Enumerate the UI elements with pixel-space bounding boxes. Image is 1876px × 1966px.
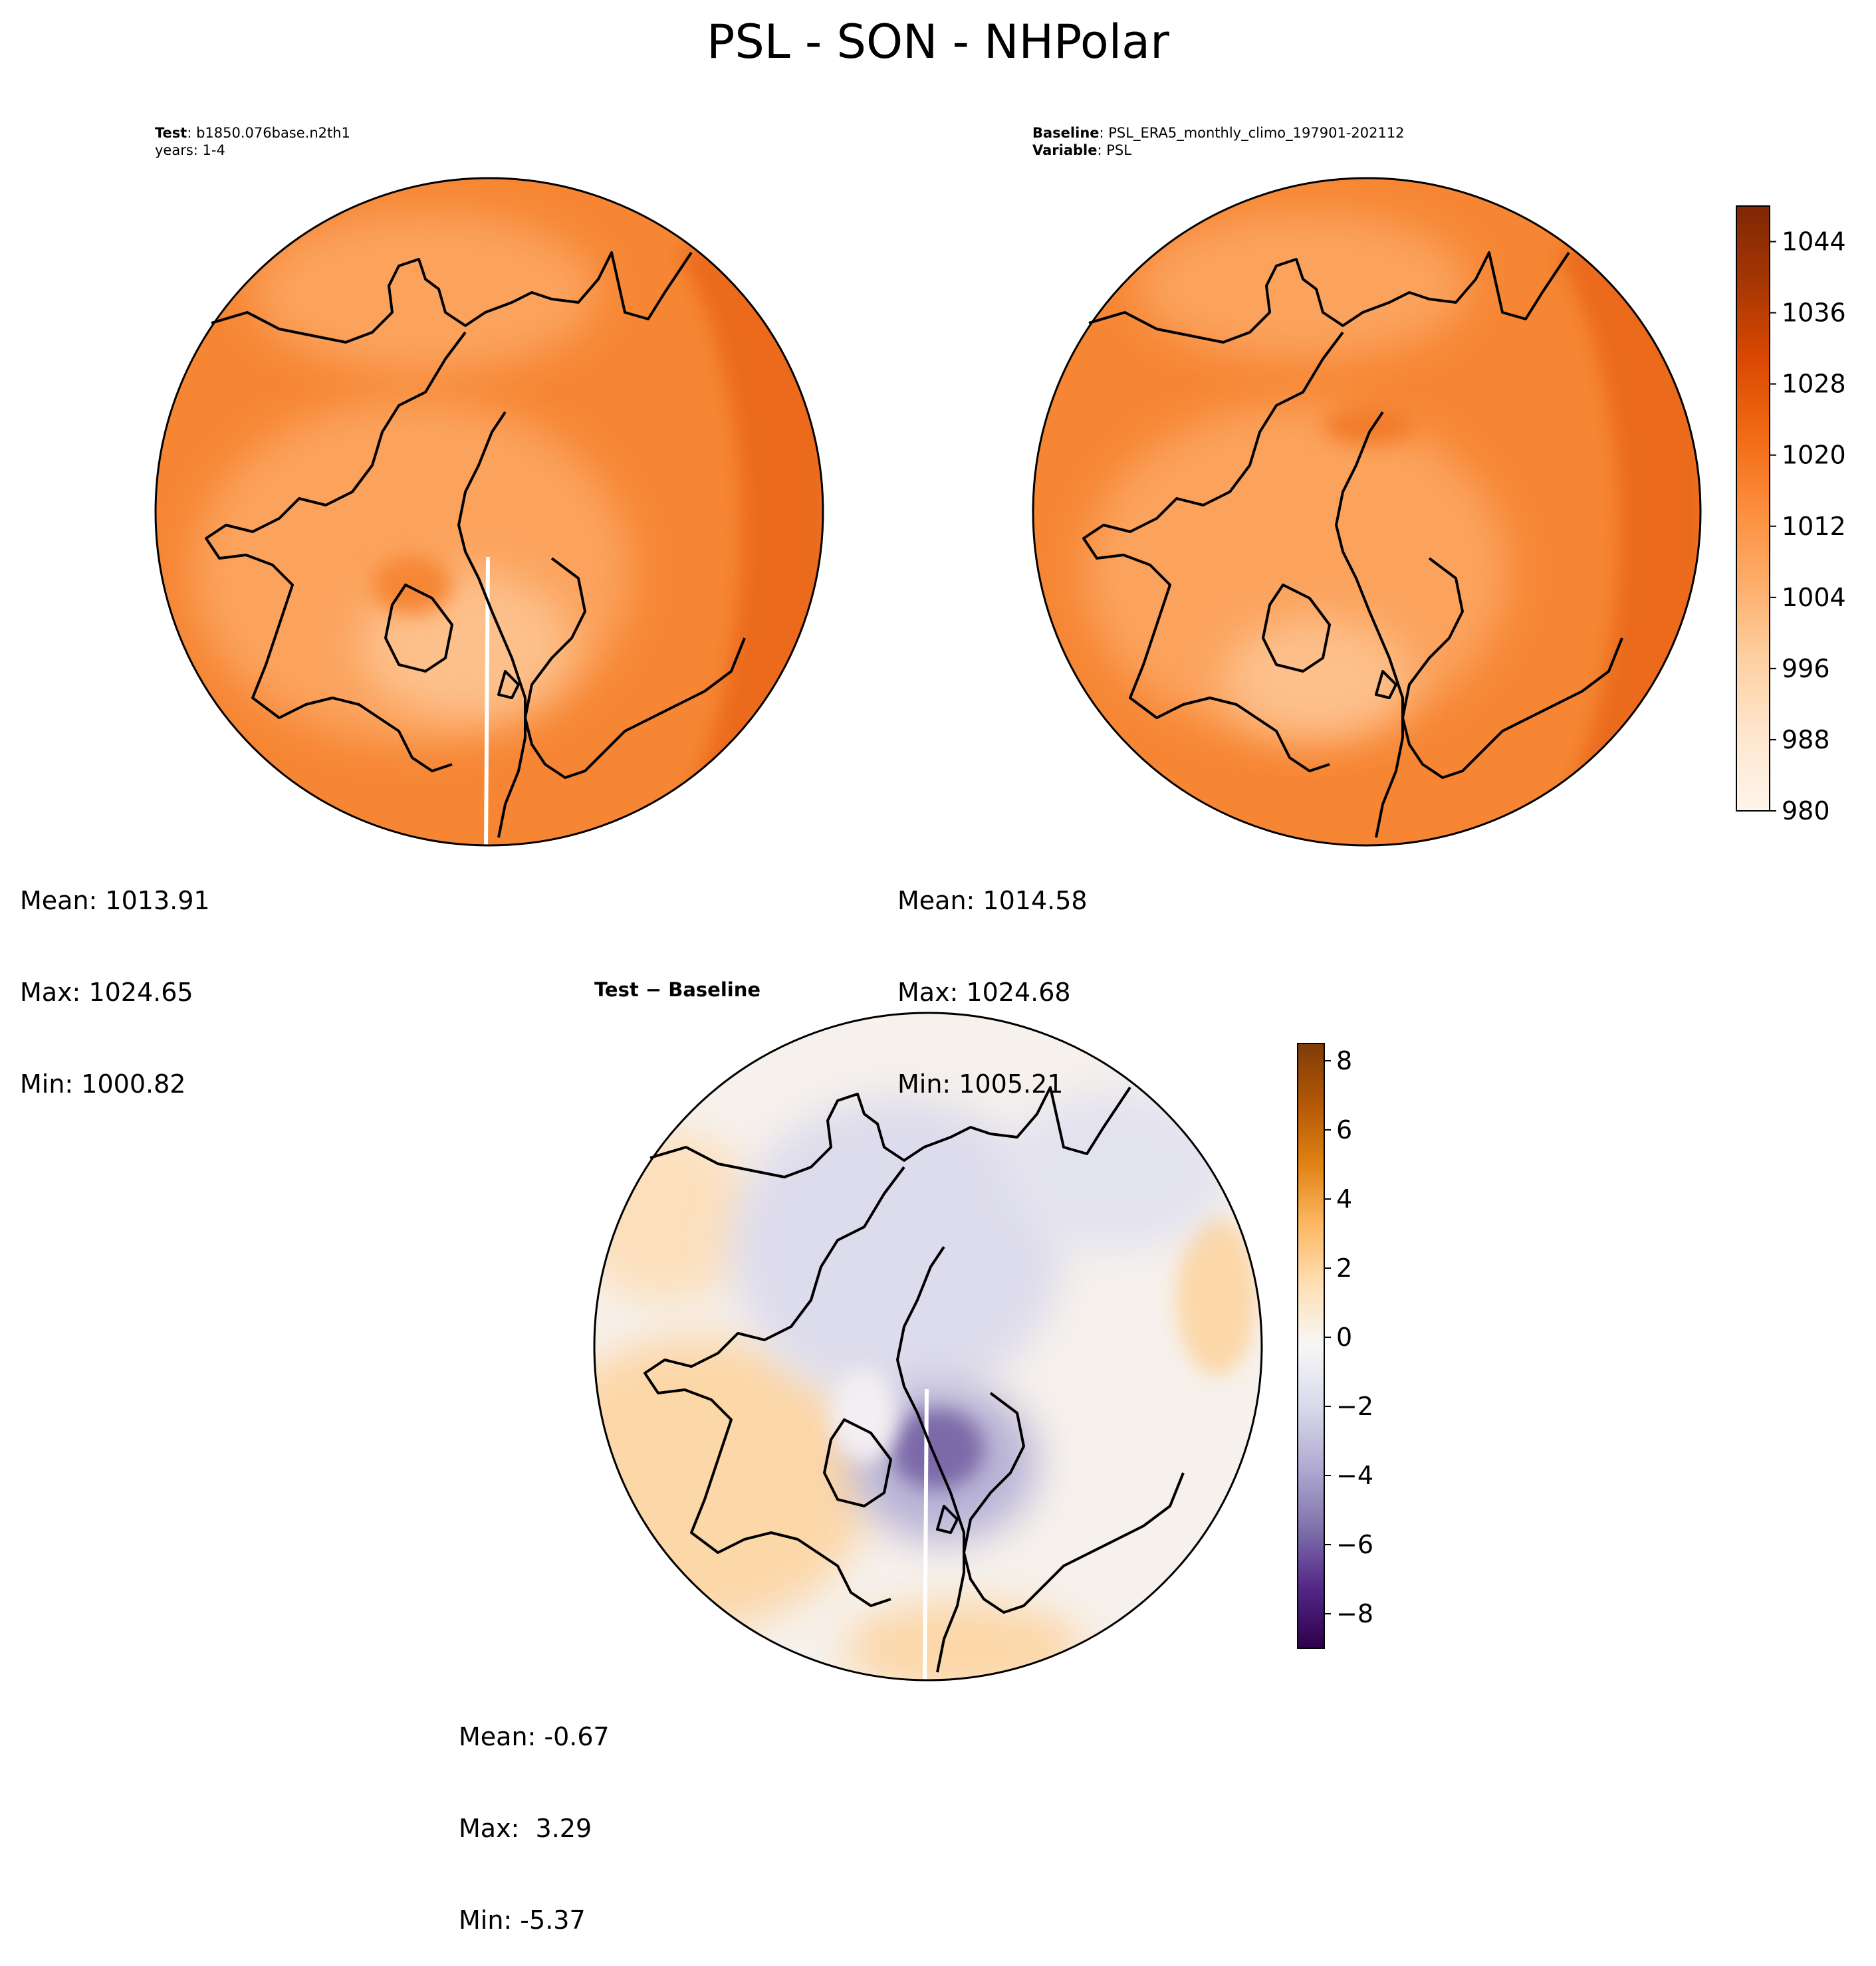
colorbar-tick-label: 0 — [1336, 1323, 1352, 1352]
colorbar-difference: −8 −6 −4 −2 0 2 4 6 8 — [1297, 1043, 1373, 1649]
colorbar-tick-label: 988 — [1782, 725, 1830, 754]
test-map-border — [154, 177, 824, 847]
test-coast-europe — [524, 557, 746, 779]
variable-name: : PSL — [1097, 142, 1131, 158]
test-coast-eurasia-north — [211, 251, 693, 344]
difference-warm-3 — [844, 1602, 1084, 1680]
test-map-field — [156, 178, 823, 845]
figure-title: PSL - SON - NHPolar — [707, 15, 1169, 69]
colorbar-tick-label: 4 — [1336, 1184, 1352, 1214]
test-coast-americas — [205, 331, 467, 772]
baseline-header: Baseline: PSL_ERA5_monthly_climo_197901-… — [1032, 124, 1405, 142]
difference-warm-4 — [1177, 1216, 1256, 1376]
colorbar-tick-label: 1044 — [1782, 227, 1846, 257]
colorbar-difference-bar — [1297, 1043, 1325, 1649]
baseline-central-high — [1323, 405, 1416, 445]
test-years: years: 1-4 — [155, 142, 225, 158]
difference-mean: Mean: -0.67 — [459, 1722, 610, 1751]
baseline-map — [1032, 177, 1702, 847]
colorbar-tick-label: 1004 — [1782, 583, 1846, 612]
test-stats: Mean: 1013.91 Max: 1024.65 Min: 1000.82 — [20, 824, 210, 1130]
colorbar-tick-label: 1036 — [1782, 298, 1846, 328]
test-coast-island-a — [384, 584, 453, 673]
test-label: Test — [155, 125, 187, 141]
baseline-case-name: : PSL_ERA5_monthly_climo_197901-202112 — [1099, 125, 1405, 141]
colorbar-tick-label: −8 — [1336, 1599, 1373, 1628]
colorbar-tick-label: −2 — [1336, 1392, 1373, 1421]
colorbar-pressure: 980 988 996 1004 1012 1020 1028 1036 1044 — [1736, 205, 1846, 825]
colorbar-tick-label: 8 — [1336, 1046, 1352, 1075]
difference-warm-2 — [594, 1130, 758, 1303]
test-coast-greenland — [457, 411, 527, 838]
test-case-name: : b1850.076base.n2th1 — [187, 125, 350, 141]
baseline-max: Max: 1024.68 — [897, 978, 1071, 1007]
difference-cool-1 — [731, 1097, 1064, 1402]
test-low-2 — [253, 213, 598, 372]
variable-label: Variable — [1032, 142, 1098, 158]
baseline-low-1 — [1084, 405, 1509, 738]
test-header: Test: b1850.076base.n2th1 — [155, 124, 350, 142]
baseline-min: Min: 1005.21 — [897, 1069, 1064, 1099]
difference-map — [593, 1012, 1263, 1682]
test-coastlines — [205, 251, 746, 838]
baseline-map-border — [1032, 177, 1702, 847]
difference-max: Max: 3.29 — [459, 1814, 592, 1843]
colorbar-tick-label: 1012 — [1782, 512, 1846, 541]
baseline-label: Baseline — [1032, 125, 1100, 141]
baseline-variable-header: Variable: PSL — [1032, 141, 1131, 160]
test-seam-line — [484, 556, 490, 845]
baseline-map-field — [1033, 178, 1700, 845]
difference-min-core — [891, 1409, 984, 1489]
colorbar-tick-label: 6 — [1336, 1115, 1352, 1145]
test-max: Max: 1024.65 — [20, 978, 193, 1007]
colorbar-tick-label: −6 — [1336, 1530, 1373, 1559]
colorbar-tick-label: −4 — [1336, 1461, 1373, 1490]
colorbar-tick-label: 2 — [1336, 1254, 1352, 1283]
figure-canvas: 980 988 996 1004 1012 1020 1028 1036 1044 −8 −6 −4… — [154, 177, 1846, 1682]
test-coast-island-b — [497, 670, 520, 699]
test-map — [154, 177, 824, 847]
baseline-mean: Mean: 1014.58 — [897, 886, 1088, 915]
baseline-low-2 — [1137, 213, 1469, 359]
difference-greenland-patch — [831, 1369, 897, 1462]
colorbar-tick-label: 1020 — [1782, 441, 1846, 470]
colorbar-tick-label: 1028 — [1782, 370, 1846, 399]
difference-min: Min: -5.37 — [459, 1906, 586, 1935]
baseline-stats: Mean: 1014.58 Max: 1024.68 Min: 1005.21 — [897, 824, 1088, 1130]
colorbar-pressure-ticks: 980 988 996 1004 1012 1020 1028 1036 1044 — [1770, 227, 1846, 825]
test-greenland-bump — [372, 555, 452, 615]
baseline-coastlines — [1082, 251, 1623, 838]
colorbar-pressure-bar — [1736, 205, 1770, 812]
colorbar-tick-label: 996 — [1782, 654, 1830, 683]
difference-title: Test − Baseline — [594, 978, 761, 1001]
difference-coastlines — [644, 1086, 1185, 1673]
difference-stats: Mean: -0.67 Max: 3.29 Min: -5.37 — [459, 1660, 610, 1966]
colorbar-tick-label: 980 — [1782, 796, 1830, 825]
baseline-low-core — [1223, 618, 1409, 738]
test-mean: Mean: 1013.91 — [20, 886, 210, 915]
difference-map-border — [593, 1012, 1263, 1682]
test-min: Min: 1000.82 — [20, 1069, 186, 1099]
colorbar-difference-ticks: −8 −6 −4 −2 0 2 4 6 8 — [1324, 1046, 1373, 1628]
